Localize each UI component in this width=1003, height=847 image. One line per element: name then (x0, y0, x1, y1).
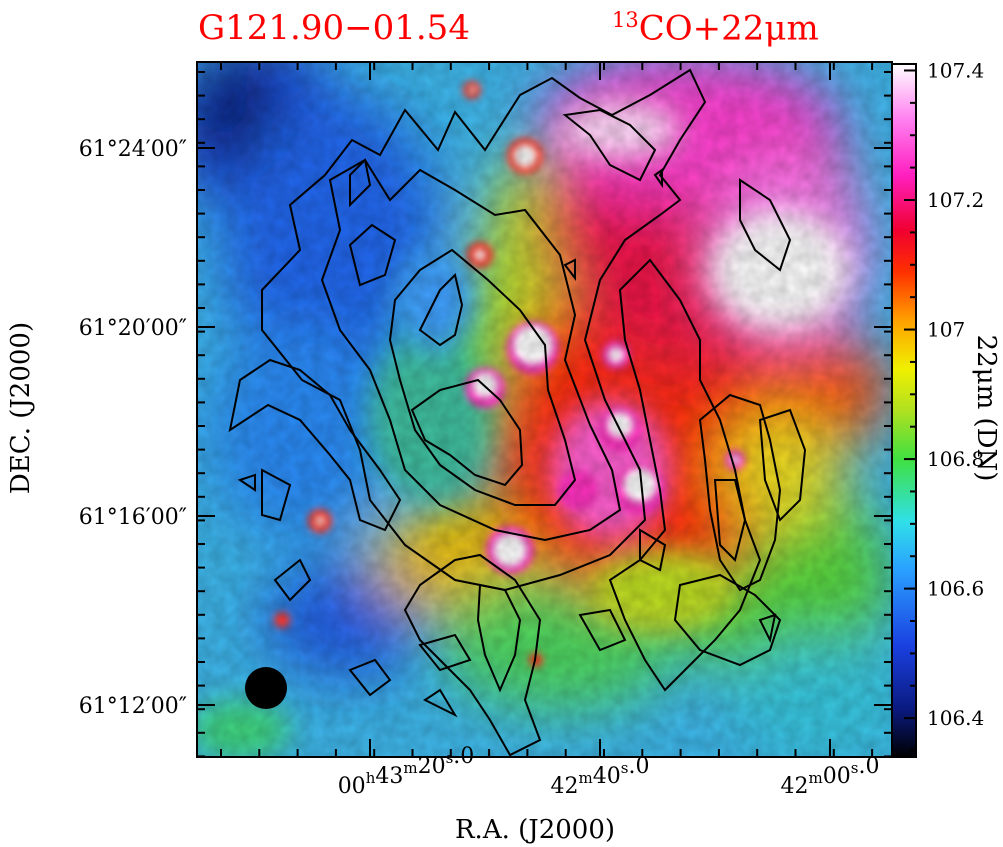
colorbar (892, 64, 916, 757)
y-tick-label: 61°24′00″ (79, 137, 187, 162)
plot-ticks (197, 62, 892, 758)
colorbar-tick-label: 106.4 (927, 706, 984, 730)
co13-contours (228, 68, 807, 757)
colorbar-tick-labels: 107.4 107.2 107 106.8 106.6 106.4 (927, 58, 984, 730)
chart-title-right-text: CO+22μm (638, 8, 819, 49)
colorbar-tick-label: 107.2 (927, 188, 984, 212)
x-tick-label: 42m00s.0 (781, 754, 880, 799)
colorbar-title: 22μm (DN) (971, 335, 1001, 482)
colorbar-tick-label: 107 (927, 318, 965, 342)
x-tick-labels: 00h43m20s.0 42m40s.0 42m00s.0 (338, 744, 880, 799)
x-tick-label: 00h43m20s.0 (338, 744, 475, 799)
y-axis-title: DEC. (J2000) (6, 322, 36, 494)
y-tick-labels: 61°24′00″ 61°20′00″ 61°16′00″ 61°12′00″ (79, 137, 187, 719)
chart-title-right: 13CO+22μm (612, 8, 819, 48)
heatmap-image (197, 62, 892, 757)
colorbar-frame (891, 63, 917, 758)
isotope-superscript: 13 (612, 8, 639, 32)
chart-title-left: G121.90−01.54 (198, 8, 470, 48)
colorbar-tick-label: 106.8 (927, 447, 984, 471)
colorbar-tick-label: 107.4 (927, 58, 984, 82)
beam-marker (245, 667, 287, 709)
y-tick-label: 61°20′00″ (79, 316, 187, 341)
y-tick-label: 61°12′00″ (79, 694, 187, 719)
colorbar-tick-label: 106.6 (927, 577, 984, 601)
colorbar-ticks (904, 69, 916, 752)
x-axis-title: R.A. (J2000) (455, 815, 615, 845)
x-tick-label: 42m40s.0 (551, 754, 650, 799)
y-tick-label: 61°16′00″ (79, 505, 187, 530)
